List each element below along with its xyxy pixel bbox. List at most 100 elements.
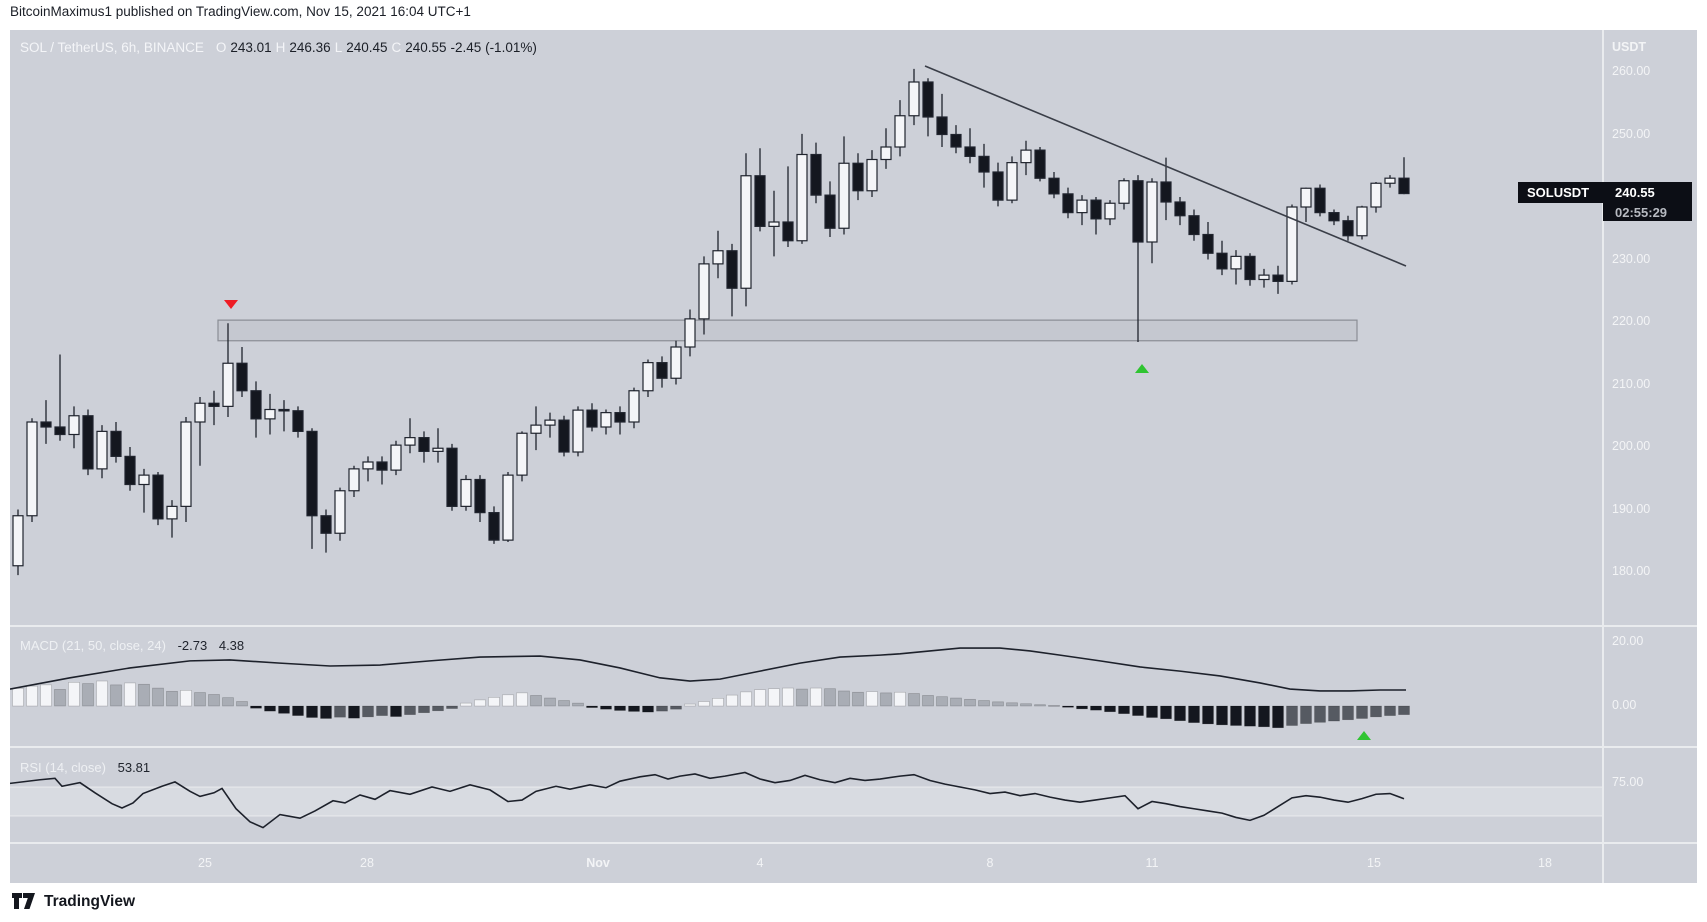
candle-down [376,461,388,471]
candle-down [964,146,976,157]
candle-up [740,175,752,289]
macd-histogram-bar [180,690,192,707]
macd-histogram-bar [474,699,486,707]
candle-down [1090,199,1102,220]
chart-area[interactable]: SOL / TetherUS, 6h, BINANCE O 243.01 H 246.3… [10,30,1697,883]
macd-histogram-bar [936,696,948,707]
macd-histogram-bar [782,687,794,707]
candle-down [656,362,668,379]
candle-up [684,318,696,348]
macd-value-1: -2.73 [177,638,208,653]
macd-histogram-bar [250,705,262,709]
candle-up [68,415,80,436]
legend-close-label: C [391,40,402,55]
macd-histogram-bar [894,691,906,707]
macd-tick-label: 0.00 [1612,698,1637,712]
candle-up [166,505,178,520]
candle-up [1384,177,1396,184]
candle-down [1272,274,1284,282]
macd-histogram-bar [726,694,738,707]
macd-histogram-bar [194,692,206,707]
price-tick-label: 190.00 [1612,501,1651,516]
candle-down [1328,212,1340,222]
macd-histogram-bar [544,697,556,707]
candle-up [670,346,682,379]
macd-histogram-bar [166,690,178,707]
macd-histogram-bar [1398,705,1410,715]
price-tick-label: 230.00 [1612,251,1651,266]
candle-down [992,171,1004,201]
candle-down [1062,193,1074,214]
candle-down [1342,220,1354,237]
candle-down [82,415,94,470]
rsi-band [10,787,1603,816]
macd-histogram-bar [1062,705,1074,708]
footer-logo[interactable]: TradingView [12,893,135,911]
macd-histogram-bar [1076,705,1088,710]
macd-histogram-bar [110,684,122,707]
price-tick-label: 200.00 [1612,439,1651,453]
candle-down [1244,255,1256,281]
price-axis-currency: USDT [1612,40,1647,54]
candle-up [390,444,402,471]
candle-down [54,426,66,436]
candle-up [1300,187,1312,208]
candle-down [418,437,430,452]
candle-down [1132,180,1144,243]
macd-histogram-bar [1146,705,1158,718]
price-tick-label: 250.00 [1612,126,1651,141]
macd-histogram-bar [852,691,864,707]
candle-up [642,362,654,392]
chart-canvas[interactable] [10,30,1697,883]
macd-histogram-bar [390,705,402,717]
macd-histogram-bar [978,700,990,707]
candle-up [908,81,920,117]
candle-down [124,455,136,486]
macd-histogram-bar [656,705,668,712]
macd-histogram-bar [40,684,52,707]
candle-down [586,409,598,428]
candle-down [474,478,486,514]
macd-histogram-bar [824,688,836,707]
candle-up [1356,206,1368,237]
legend-high-label: H [275,40,286,55]
candle-up [768,221,780,227]
rsi-pane-title: RSI (14, close) 53.81 [20,760,150,775]
candle-down [978,155,990,173]
macd-histogram-bar [1230,705,1242,726]
candle-up [138,474,150,486]
candle-down [488,512,500,541]
macd-histogram-bar [1286,705,1298,726]
last-price-value: 240.55 [1603,182,1692,203]
candle-up [698,263,710,320]
candle-up [362,461,374,470]
macd-histogram-bar [82,683,94,707]
macd-histogram-bar [1034,704,1046,707]
macd-title-text: MACD (21, 50, close, 24) [20,638,166,653]
macd-histogram-bar [600,705,612,710]
candle-down [250,390,262,420]
macd-histogram-bar [362,705,374,718]
candle-down [236,362,248,392]
macd-histogram-bar [964,698,976,707]
candle-up [502,474,514,541]
macd-histogram-bar [96,680,108,707]
macd-histogram-bar [1258,705,1270,728]
macd-histogram-bar [1132,705,1144,716]
candle-down [446,447,458,507]
candle-up [1230,255,1242,270]
candle-up [222,362,234,407]
macd-histogram-bar [446,705,458,709]
candle-down [852,162,864,192]
macd-histogram-bar [740,691,752,707]
macd-histogram-bar [488,697,500,707]
macd-histogram-bar [348,705,360,719]
candle-down [1160,181,1172,203]
candle-down [110,430,122,457]
candle-up [600,412,612,428]
macd-histogram-bar [586,705,598,708]
macd-histogram-bar [712,698,724,707]
macd-histogram-bar [642,705,654,713]
macd-histogram-bar [460,702,472,707]
